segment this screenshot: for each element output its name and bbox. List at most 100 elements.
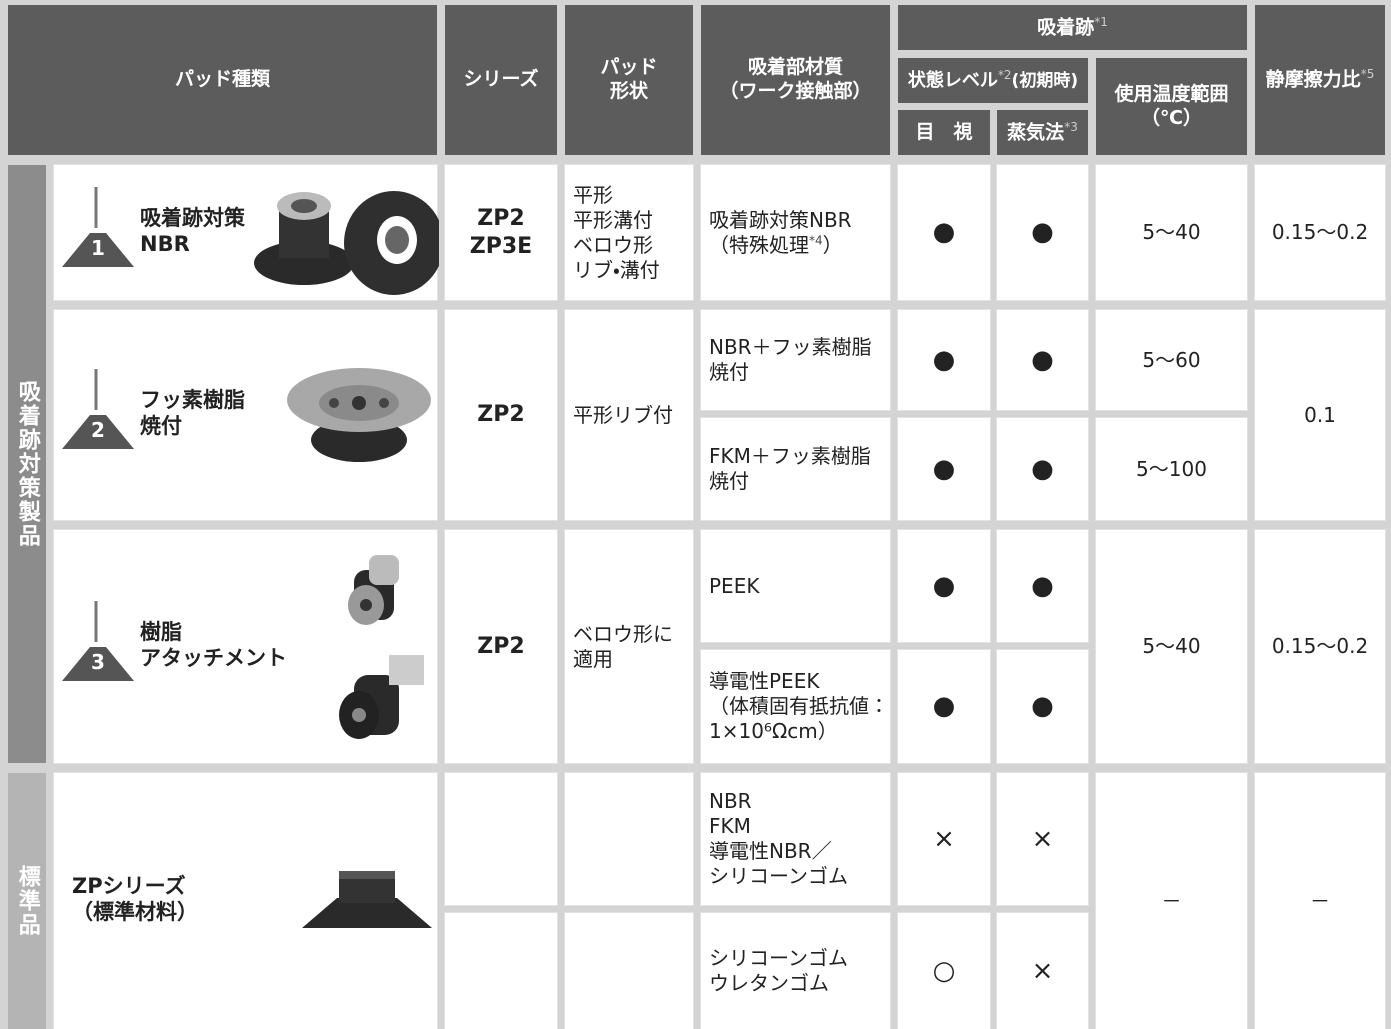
material: FKM＋フッ素樹脂 焼付 (709, 444, 871, 494)
material-text: NBR＋フッ素樹脂 焼付 (709, 335, 872, 384)
product-image: 2 (62, 369, 134, 449)
group-label-text: 吸着跡対策製品 (14, 380, 40, 548)
friction-cell: 0.15～0.2 (1255, 530, 1385, 763)
steam-mark: × (1031, 823, 1054, 854)
visual-cell: ○ (898, 913, 990, 1029)
header-state-level-title: 状態レベル (907, 70, 998, 92)
image-shape (62, 415, 134, 449)
header-cell: シリーズ (445, 5, 557, 155)
series-cell (445, 773, 557, 905)
material-cell: 吸着跡対策NBR （特殊処理*4） (701, 165, 890, 300)
shape-cell: 平形 平形溝付 ベロウ形 リブ・溝付 (565, 165, 693, 300)
shape-cell: 平形リブ付 (565, 310, 693, 520)
product-image: 1 (62, 186, 134, 267)
visual-cell: ● (898, 165, 990, 300)
material: 導電性PEEK （体積固有抵抗値： 1×10⁶Ωcm） (709, 669, 889, 744)
visual-mark: × (933, 823, 955, 854)
steam-mark: ● (1031, 570, 1054, 601)
visual-mark: ● (932, 344, 956, 375)
footnote-mark: *2 (997, 68, 1012, 83)
steam-cell: × (997, 913, 1088, 1029)
series: ZP2 (477, 633, 525, 659)
series: ZP2 ZP3E (469, 206, 533, 259)
friction: － (1310, 888, 1330, 913)
image-shape (385, 226, 409, 254)
image-shape (379, 398, 389, 408)
footnote-mark: *5 (1360, 67, 1375, 82)
temperature: 5～40 (1142, 220, 1201, 244)
material-cell: PEEK (701, 530, 890, 642)
image-shape: 1 (91, 236, 105, 260)
material-cell: 導電性PEEK （体積固有抵抗値： 1×10⁶Ωcm） (701, 650, 890, 763)
header-friction: 静摩擦力比*5 (1266, 67, 1375, 92)
product-image (287, 368, 431, 462)
visual-cell: ● (898, 310, 990, 410)
visual-mark: ● (932, 691, 956, 722)
material: NBR FKM 導電性NBR／ シリコーンゴム (709, 789, 848, 889)
header-visual: 目 視 (915, 120, 973, 143)
temperature: 5～40 (1142, 634, 1201, 658)
header-steam: 蒸気法*3 (1007, 120, 1078, 145)
header-series: シリーズ (463, 68, 539, 91)
material-text: NBR FKM 導電性NBR／ シリコーンゴム (709, 789, 848, 888)
pad-shape: 平形リブ付 (573, 402, 673, 427)
steam-mark: ● (1031, 453, 1054, 484)
steam-cell: ● (997, 530, 1088, 642)
header-cell: 目 視 (898, 110, 990, 155)
friction-cell: － (1255, 773, 1385, 1029)
pad-type-cell: ZPシリーズ （標準材料） (54, 773, 437, 1029)
shape-cell (565, 773, 693, 905)
material-suffix: ） (822, 232, 843, 257)
product-name: 吸着跡対策 NBR (140, 205, 245, 256)
product-image (302, 871, 432, 928)
steam-cell: ● (997, 418, 1088, 520)
header-cell: パッド種類 (8, 5, 437, 155)
friction-cell: 0.15～0.2 (1255, 165, 1385, 300)
image-shape: 2 (91, 418, 105, 442)
material-text: PEEK (709, 573, 760, 598)
steam-mark: ● (1031, 691, 1054, 722)
material-cell: NBR＋フッ素樹脂 焼付 (701, 310, 890, 410)
material-cell: NBR FKM 導電性NBR／ シリコーンゴム (701, 773, 890, 905)
image-shape (62, 232, 134, 267)
steam-mark: ● (1031, 217, 1054, 248)
temperature-cell: 5～100 (1096, 418, 1247, 520)
footnote-mark: *1 (1094, 14, 1108, 29)
group-label: 吸着跡対策製品 (8, 165, 46, 763)
pad-type-cell: 2 フッ素樹脂 焼付 (54, 310, 437, 520)
header-friction-title: 静摩擦力比 (1265, 68, 1361, 91)
visual-mark: ● (932, 570, 956, 601)
visual-mark: ● (932, 217, 956, 248)
header-cell: 蒸気法*3 (997, 110, 1088, 155)
material-text: 導電性PEEK （体積固有抵抗値： 1×10⁶Ωcm） (709, 669, 889, 743)
product-name: ZPシリーズ （標準材料） (72, 874, 198, 925)
pad-type-cell: 1 吸着跡対策 NBR (54, 165, 439, 300)
friction-cell: 0.1 (1255, 310, 1385, 520)
product-image (254, 191, 439, 295)
temperature-cell: 5～40 (1096, 530, 1247, 763)
header-cell: 静摩擦力比*5 (1255, 5, 1385, 155)
friction: 0.15～0.2 (1271, 220, 1369, 244)
visual-cell: × (898, 773, 990, 905)
group-label: 標準品 (8, 773, 46, 1029)
material-cell: シリコーンゴム ウレタンゴム (701, 913, 890, 1029)
header-temperature: 使用温度範囲 （℃） (1114, 82, 1229, 129)
image-shape (369, 555, 399, 585)
image-shape (352, 708, 366, 722)
temperature-cell: 5～60 (1096, 310, 1247, 410)
series-cell: ZP2 ZP3E (445, 165, 557, 300)
material: NBR＋フッ素樹脂 焼付 (709, 335, 872, 385)
visual-cell: ● (898, 418, 990, 520)
temperature: 5～60 (1142, 347, 1201, 372)
material-text: 吸着跡対策NBR （特殊処理 (709, 207, 852, 257)
temperature: 5～100 (1136, 456, 1207, 481)
visual-mark: ○ (932, 955, 956, 986)
image-shape (291, 199, 317, 213)
shape-cell (565, 913, 693, 1029)
image-shape (360, 599, 372, 611)
material-cell: FKM＋フッ素樹脂 焼付 (701, 418, 890, 520)
visual-cell: ● (898, 650, 990, 763)
pad-shape: 平形 平形溝付 ベロウ形 リブ・溝付 (573, 182, 660, 282)
pad-type-cell: 3 樹脂 アタッチメント (54, 530, 437, 763)
friction: 0.1 (1304, 402, 1336, 427)
